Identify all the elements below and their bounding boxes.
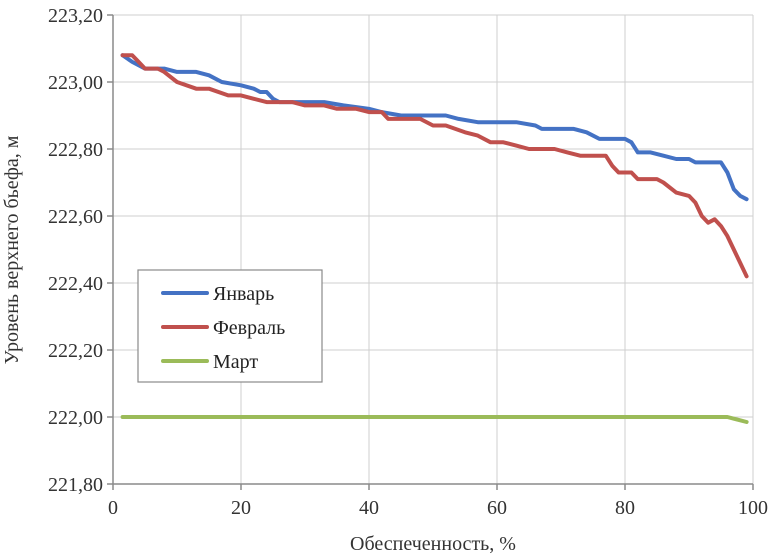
x-tick-label: 80 bbox=[615, 497, 635, 519]
y-tick-label: 222,40 bbox=[48, 273, 103, 295]
y-tick-label: 222,60 bbox=[48, 206, 103, 228]
legend-label-3: Март bbox=[213, 351, 258, 373]
y-tick-label: 222,00 bbox=[48, 407, 103, 429]
legend-label-2: Февраль bbox=[213, 317, 285, 339]
gridlines bbox=[113, 14, 754, 484]
axes bbox=[107, 14, 754, 490]
x-tick-label: 20 bbox=[231, 497, 251, 519]
x-tick-label: 40 bbox=[359, 497, 379, 519]
legend-label-1: Январь bbox=[213, 283, 274, 305]
data-series bbox=[120, 53, 749, 424]
series-line-2 bbox=[120, 53, 749, 279]
legend: Январь Февраль Март bbox=[137, 269, 323, 383]
tick-labels: 221,80 222,00 222,20 222,40 222,60 222,80 223,… bbox=[48, 5, 768, 519]
y-tick-label: 222,20 bbox=[48, 340, 103, 362]
series-line-1 bbox=[120, 53, 749, 202]
y-tick-label: 222,80 bbox=[48, 139, 103, 161]
y-axis-title: Уровень верхнего бьефа, м bbox=[1, 135, 23, 364]
series-line-3 bbox=[120, 415, 749, 424]
x-tick-label: 60 bbox=[487, 497, 507, 519]
y-tick-label: 223,20 bbox=[48, 5, 103, 27]
x-tick-label: 100 bbox=[738, 497, 768, 519]
y-tick-label: 223,00 bbox=[48, 72, 103, 94]
y-tick-label: 221,80 bbox=[48, 474, 103, 496]
x-axis-title: Обеспеченность, % bbox=[350, 533, 516, 555]
x-tick-label: 0 bbox=[108, 497, 118, 519]
